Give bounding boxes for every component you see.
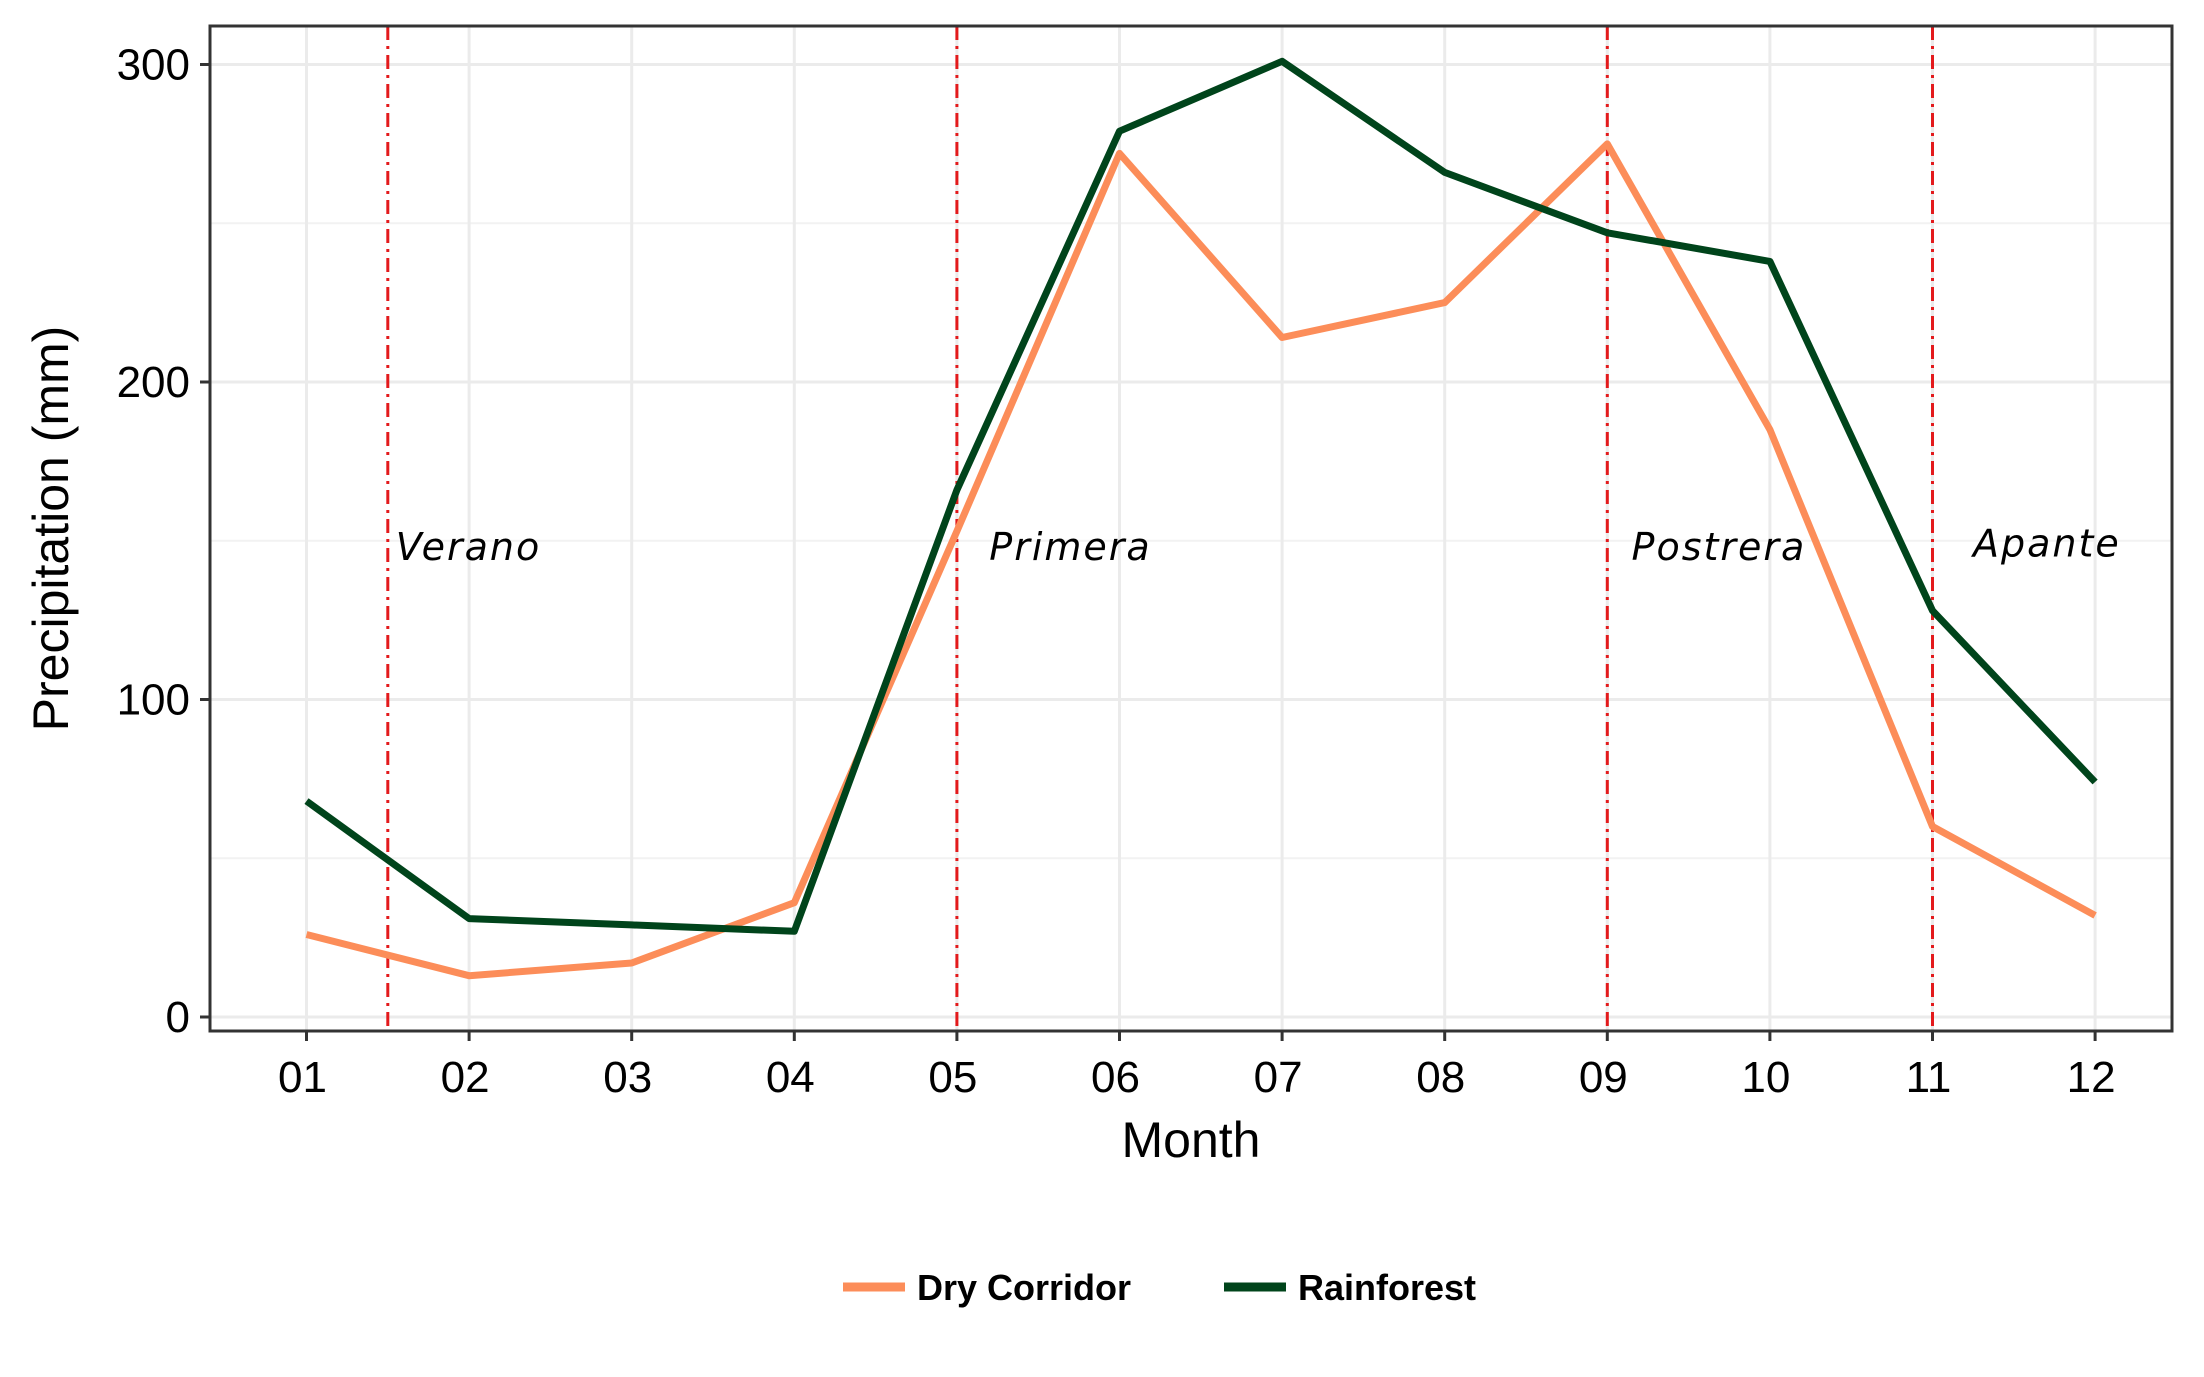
x-tick-label: 12 (2067, 1053, 2116, 1102)
legend: Dry Corridor Rainforest (843, 1267, 1476, 1308)
y-tick-label: 300 (117, 41, 190, 90)
season-label: Verano (396, 525, 541, 569)
x-axis-title: Month (1122, 1112, 1261, 1168)
y-tick-label: 200 (117, 358, 190, 407)
x-tick-label: 04 (766, 1053, 815, 1102)
x-tick-label: 02 (441, 1053, 490, 1102)
y-axis-title: Precipitation (mm) (23, 326, 79, 732)
x-tick-label: 11 (1906, 1053, 1952, 1102)
season-label: Primera (989, 525, 1151, 569)
season-label: Postrera (1632, 525, 1807, 569)
legend-label: Rainforest (1298, 1267, 1476, 1308)
x-tick-label: 01 (278, 1053, 327, 1102)
legend-label: Dry Corridor (917, 1267, 1131, 1308)
axis-ticks: 0 100 200 300 01 02 03 04 05 06 07 08 09 10 11 12 (117, 41, 2116, 1103)
x-tick-label: 08 (1416, 1053, 1465, 1102)
grid (210, 26, 2172, 1031)
x-tick-label: 07 (1254, 1053, 1303, 1102)
season-annotations: Verano Primera Postrera Apante (396, 522, 2121, 569)
series-line-rainforest (304, 57, 2098, 935)
series-lines (304, 57, 2098, 980)
x-tick-label: 05 (928, 1053, 977, 1102)
x-tick-label: 03 (603, 1053, 652, 1102)
season-label: Apante (1970, 522, 2121, 566)
x-tick-label: 09 (1579, 1053, 1628, 1102)
x-tick-label: 10 (1741, 1053, 1790, 1102)
y-tick-label: 100 (117, 676, 190, 725)
y-tick-label: 0 (166, 993, 190, 1042)
panel-border (208, 24, 2174, 1033)
series-line-dry-corridor (305, 140, 2097, 980)
x-tick-label: 06 (1091, 1053, 1140, 1102)
